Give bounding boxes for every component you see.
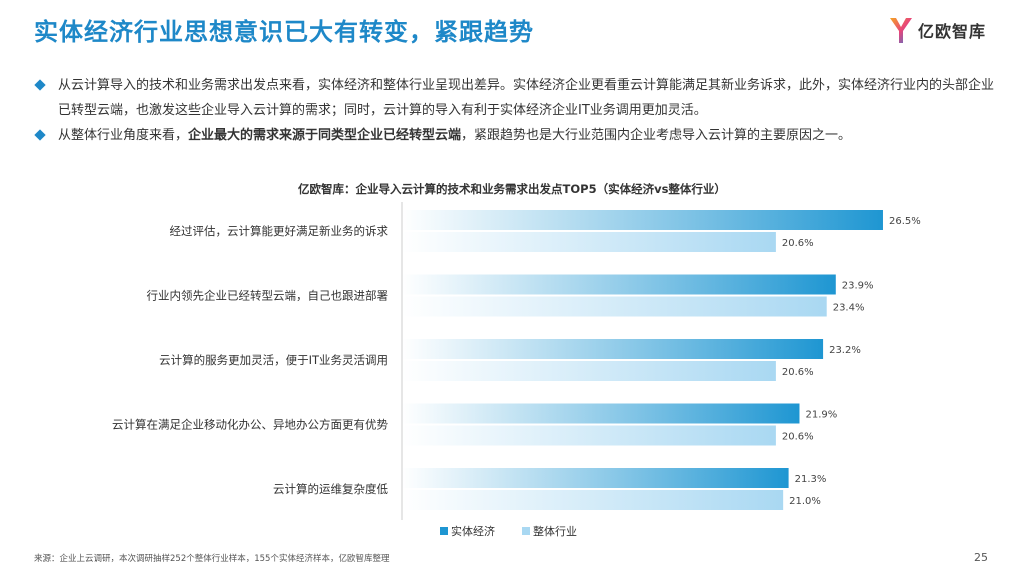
bar-chart: 经过评估，云计算能更好满足新业务的诉求 26.5% 20.6% 行业内领先企业已经转型… <box>112 202 921 538</box>
bar-zhengti-hangye <box>402 490 784 510</box>
bullet-text-prefix: 从整体行业角度来看， <box>58 128 189 143</box>
bullet-item: 从云计算导入的技术和业务需求出发点来看，实体经济和整体行业呈现出差异。实体经济企… <box>34 73 994 123</box>
bullet-text-bold: 企业最大的需求来源于同类型企业已经转型云端 <box>188 128 462 143</box>
page-title: 实体经济行业思想意识已大有转变，紧跟趋势 <box>34 18 534 46</box>
source-note: 来源：企业上云调研，本次调研抽样252个整体行业样本，155个实体经济样本，亿欧… <box>34 554 390 564</box>
bar-zhengti-hangye <box>402 232 776 252</box>
data-label: 20.6% <box>782 432 814 443</box>
bar-shiti-jingji <box>402 403 800 424</box>
logo-text: 亿欧智库 <box>918 22 987 41</box>
bullet-item: 从整体行业角度来看，企业最大的需求来源于同类型企业已经转型云端，紧跟趋势也是大行… <box>34 123 994 148</box>
bullet-list: 从云计算导入的技术和业务需求出发点来看，实体经济和整体行业呈现出差异。实体经济企… <box>34 73 994 148</box>
data-label: 20.6% <box>782 367 814 378</box>
legend-label: 实体经济 <box>451 524 495 538</box>
bar-shiti-jingji <box>402 210 883 230</box>
category-label: 云计算的运维复杂度低 <box>273 482 388 496</box>
data-label: 21.0% <box>789 496 821 507</box>
logo: 亿欧智库 <box>888 14 998 46</box>
bar-shiti-jingji <box>402 339 824 359</box>
data-label: 21.9% <box>805 410 837 421</box>
category-label: 行业内领先企业已经转型云端，自己也跟进部署 <box>147 289 389 303</box>
bar-zhengti-hangye <box>402 296 827 317</box>
data-label: 23.4% <box>833 303 865 314</box>
category-label: 云计算在满足企业移动化办公、异地办公方面更有优势 <box>112 418 388 432</box>
data-label: 23.2% <box>829 345 861 356</box>
bar-shiti-jingji <box>402 468 789 488</box>
chart-title: 亿欧智库：企业导入云计算的技术和业务需求出发点TOP5（实体经济vs整体行业） <box>298 182 726 196</box>
legend-label: 整体行业 <box>533 524 577 538</box>
bar-shiti-jingji <box>402 274 836 295</box>
data-label: 23.9% <box>842 281 874 292</box>
yiou-logo-icon <box>890 18 912 43</box>
data-label: 21.3% <box>795 474 827 485</box>
legend-swatch <box>440 527 448 535</box>
bar-zhengti-hangye <box>402 425 776 446</box>
bar-zhengti-hangye <box>402 361 776 381</box>
bullet-text-suffix: ，紧跟趋势也是大行业范围内企业考虑导入云计算的主要原因之一。 <box>461 128 852 143</box>
legend-swatch <box>522 527 530 535</box>
category-label: 云计算的服务更加灵活，便于IT业务灵活调用 <box>159 353 388 367</box>
diamond-bullet-icon <box>34 129 46 141</box>
data-label: 26.5% <box>889 216 921 227</box>
page-number: 25 <box>974 551 988 564</box>
data-label: 20.6% <box>782 238 814 249</box>
diamond-bullet-icon <box>34 79 46 91</box>
bullet-text: 从云计算导入的技术和业务需求出发点来看，实体经济和整体行业呈现出差异。实体经济企… <box>58 78 995 118</box>
category-label: 经过评估，云计算能更好满足新业务的诉求 <box>170 224 389 238</box>
